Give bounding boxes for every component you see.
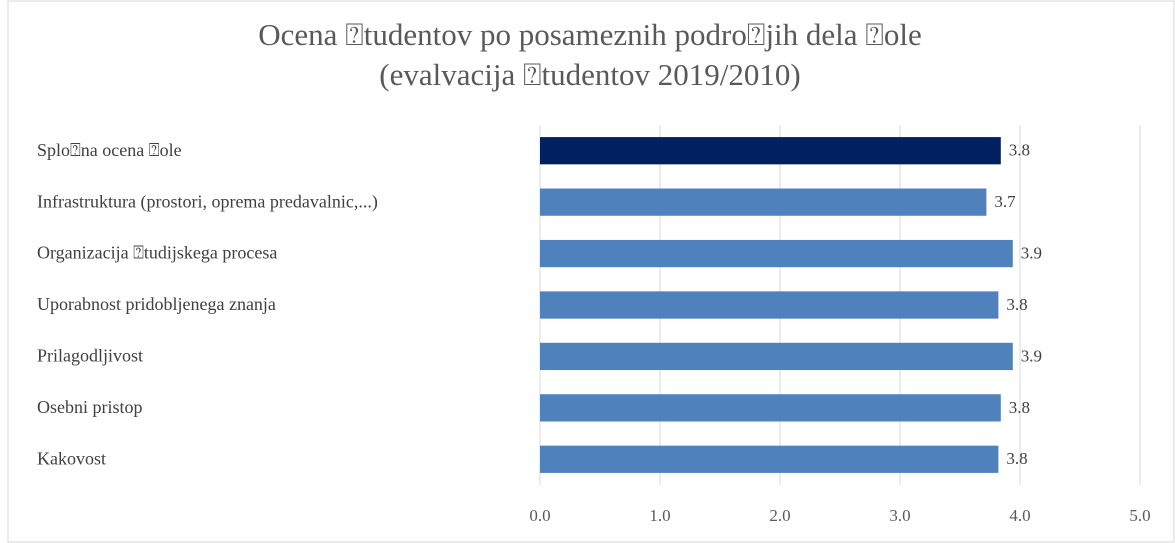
y-tick-label: Infrastruktura (prostori, oprema predava… — [37, 191, 378, 212]
bar — [540, 291, 999, 319]
y-tick-label: Kakovost — [37, 448, 106, 468]
chart-title: (evalvacija ⍰tudentov 2019/2010) — [379, 57, 800, 92]
value-label: 3.9 — [1021, 346, 1042, 365]
value-label: 3.8 — [1006, 449, 1027, 468]
bar — [540, 239, 1013, 268]
x-tick-label: 0.0 — [529, 506, 550, 525]
x-tick-label: 4.0 — [1009, 506, 1030, 525]
y-tick-label: Organizacija ⍰tudijskega procesa — [37, 243, 277, 263]
x-tick-label: 2.0 — [769, 506, 790, 525]
value-label: 3.9 — [1021, 243, 1042, 262]
value-label: 3.7 — [994, 192, 1016, 211]
bar — [540, 137, 1001, 165]
x-tick-label: 3.0 — [889, 506, 910, 525]
y-tick-label: Uporabnost pridobljenega znanja — [37, 294, 276, 314]
value-label: 3.8 — [1009, 398, 1030, 417]
y-tick-label: Osebni pristop — [37, 397, 143, 417]
x-tick-label: 5.0 — [1129, 506, 1150, 525]
chart-title: Ocena ⍰tudentov po posameznih podro⍰jih … — [258, 17, 922, 52]
bar — [540, 342, 1013, 371]
bar — [540, 394, 1001, 422]
y-tick-label: Prilagodljivost — [37, 346, 143, 366]
bar — [540, 445, 999, 473]
x-tick-label: 1.0 — [649, 506, 670, 525]
value-label: 3.8 — [1009, 141, 1030, 160]
value-label: 3.8 — [1006, 295, 1027, 314]
y-tick-label: Splo⍰na ocena ⍰ole — [37, 140, 182, 160]
bar — [540, 188, 987, 216]
